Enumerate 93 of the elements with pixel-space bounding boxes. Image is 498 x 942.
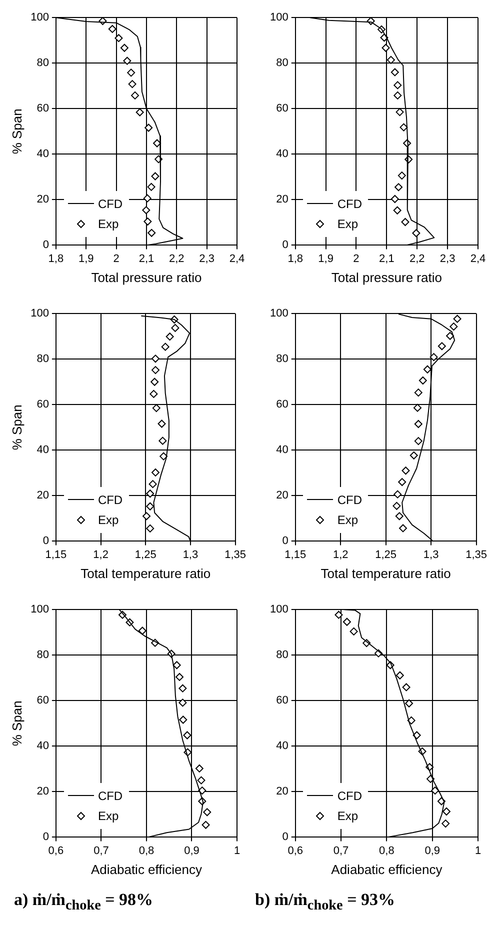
x-tick-label: 1,9 [78, 252, 94, 265]
y-tick-label: 40 [276, 740, 288, 752]
legend-label: CFD [337, 196, 362, 214]
legend-label: Exp [337, 512, 358, 530]
legend-label: CFD [337, 788, 362, 806]
x-tick-label: 1,35 [224, 548, 246, 561]
x-axis-title: Adiabatic efficiency [331, 862, 443, 877]
y-tick-label: 40 [36, 148, 49, 160]
x-tick-label: 1,3 [182, 548, 198, 561]
x-tick-label: 1,9 [318, 252, 334, 265]
x-tick-label: 0,7 [333, 844, 349, 857]
y-axis-title: % Span [9, 108, 24, 154]
x-axis-title: Total temperature ratio [320, 566, 451, 581]
x-tick-label: 1,8 [48, 252, 64, 265]
legend-label: Exp [337, 216, 358, 234]
legend-label: Exp [337, 808, 358, 826]
y-tick-label: 0 [282, 831, 288, 844]
x-tick-label: 0,7 [94, 844, 109, 857]
x-axis-title: Total temperature ratio [80, 566, 211, 581]
x-tick-label: 1,15 [45, 548, 67, 561]
x-tick-label: 0,9 [184, 844, 200, 857]
y-axis-title: % Span [9, 700, 24, 746]
y-tick-label: 100 [270, 604, 288, 616]
legend-label: CFD [337, 492, 362, 510]
y-tick-label: 0 [42, 831, 49, 844]
legend-label: CFD [98, 788, 123, 806]
y-tick-label: 20 [276, 194, 288, 206]
x-tick-label: 1,2 [93, 548, 108, 561]
x-tick-label: 1,15 [284, 548, 306, 561]
x-tick-label: 0,6 [288, 844, 303, 857]
x-axis-title: Total pressure ratio [91, 270, 202, 285]
legend-label: Exp [98, 512, 119, 530]
x-tick-label: 1,3 [423, 548, 439, 561]
x-tick-label: 2,4 [470, 252, 486, 265]
x-tick-label: 2 [353, 252, 360, 265]
y-tick-label: 80 [36, 649, 49, 662]
legend-label: Exp [98, 808, 119, 826]
y-tick-label: 20 [36, 786, 49, 798]
x-tick-label: 2,1 [138, 252, 154, 265]
y-tick-label: 20 [36, 194, 49, 206]
y-tick-label: 80 [36, 353, 49, 366]
x-tick-label: 2,4 [229, 252, 245, 265]
y-tick-label: 40 [36, 444, 49, 456]
x-tick-label: 0,6 [48, 844, 64, 857]
x-tick-label: 2,1 [379, 252, 394, 265]
y-tick-label: 80 [276, 353, 288, 366]
y-tick-label: 0 [42, 239, 49, 252]
y-tick-label: 80 [276, 57, 288, 70]
y-tick-label: 80 [276, 649, 288, 662]
y-tick-label: 60 [36, 102, 49, 115]
x-tick-label: 1,8 [288, 252, 303, 265]
x-tick-label: 1 [234, 844, 240, 857]
y-tick-label: 60 [36, 694, 49, 707]
x-tick-label: 1,25 [134, 548, 156, 561]
x-tick-label: 1 [474, 844, 482, 857]
x-tick-label: 2,2 [169, 252, 184, 265]
x-tick-label: 1,2 [332, 548, 348, 561]
legend-label: CFD [98, 492, 123, 510]
y-tick-label: 100 [30, 308, 49, 320]
y-tick-label: 100 [30, 12, 49, 24]
text: b) ṁ/ṁ$_{choke}$ = 93% [255, 890, 396, 914]
x-tick-label: 2,2 [409, 252, 425, 265]
x-tick-label: 2,3 [199, 252, 214, 265]
x-tick-label: 1,25 [375, 548, 397, 561]
x-tick-label: 2,3 [440, 252, 456, 265]
y-tick-label: 100 [270, 308, 288, 320]
y-tick-label: 40 [276, 444, 288, 456]
y-tick-label: 60 [276, 694, 288, 707]
y-tick-label: 20 [276, 786, 288, 798]
y-tick-label: 60 [276, 398, 288, 411]
y-axis-title: % Span [9, 404, 24, 450]
y-tick-label: 100 [270, 12, 288, 24]
legend-label: CFD [98, 196, 123, 214]
x-tick-label: 1,35 [466, 548, 488, 561]
y-tick-label: 40 [276, 148, 288, 160]
y-tick-label: 80 [36, 57, 49, 70]
y-tick-label: 0 [282, 239, 288, 252]
text: a) ṁ/ṁ$_{choke}$ = 98% [14, 890, 154, 914]
x-axis-title: Adiabatic efficiency [90, 862, 202, 877]
y-tick-label: 20 [276, 490, 288, 502]
y-tick-label: 0 [282, 535, 288, 548]
y-tick-label: 20 [36, 490, 49, 502]
y-tick-label: 60 [36, 398, 49, 411]
y-tick-label: 100 [30, 604, 49, 616]
y-tick-label: 40 [36, 740, 49, 752]
y-tick-label: 60 [276, 102, 288, 115]
y-tick-label: 0 [42, 535, 49, 548]
x-axis-title: Total pressure ratio [331, 270, 442, 285]
x-tick-label: 2 [113, 252, 120, 265]
legend-label: Exp [98, 216, 119, 234]
x-tick-label: 0,8 [138, 844, 154, 857]
x-tick-label: 0,9 [424, 844, 440, 857]
x-tick-label: 0,8 [379, 844, 394, 857]
